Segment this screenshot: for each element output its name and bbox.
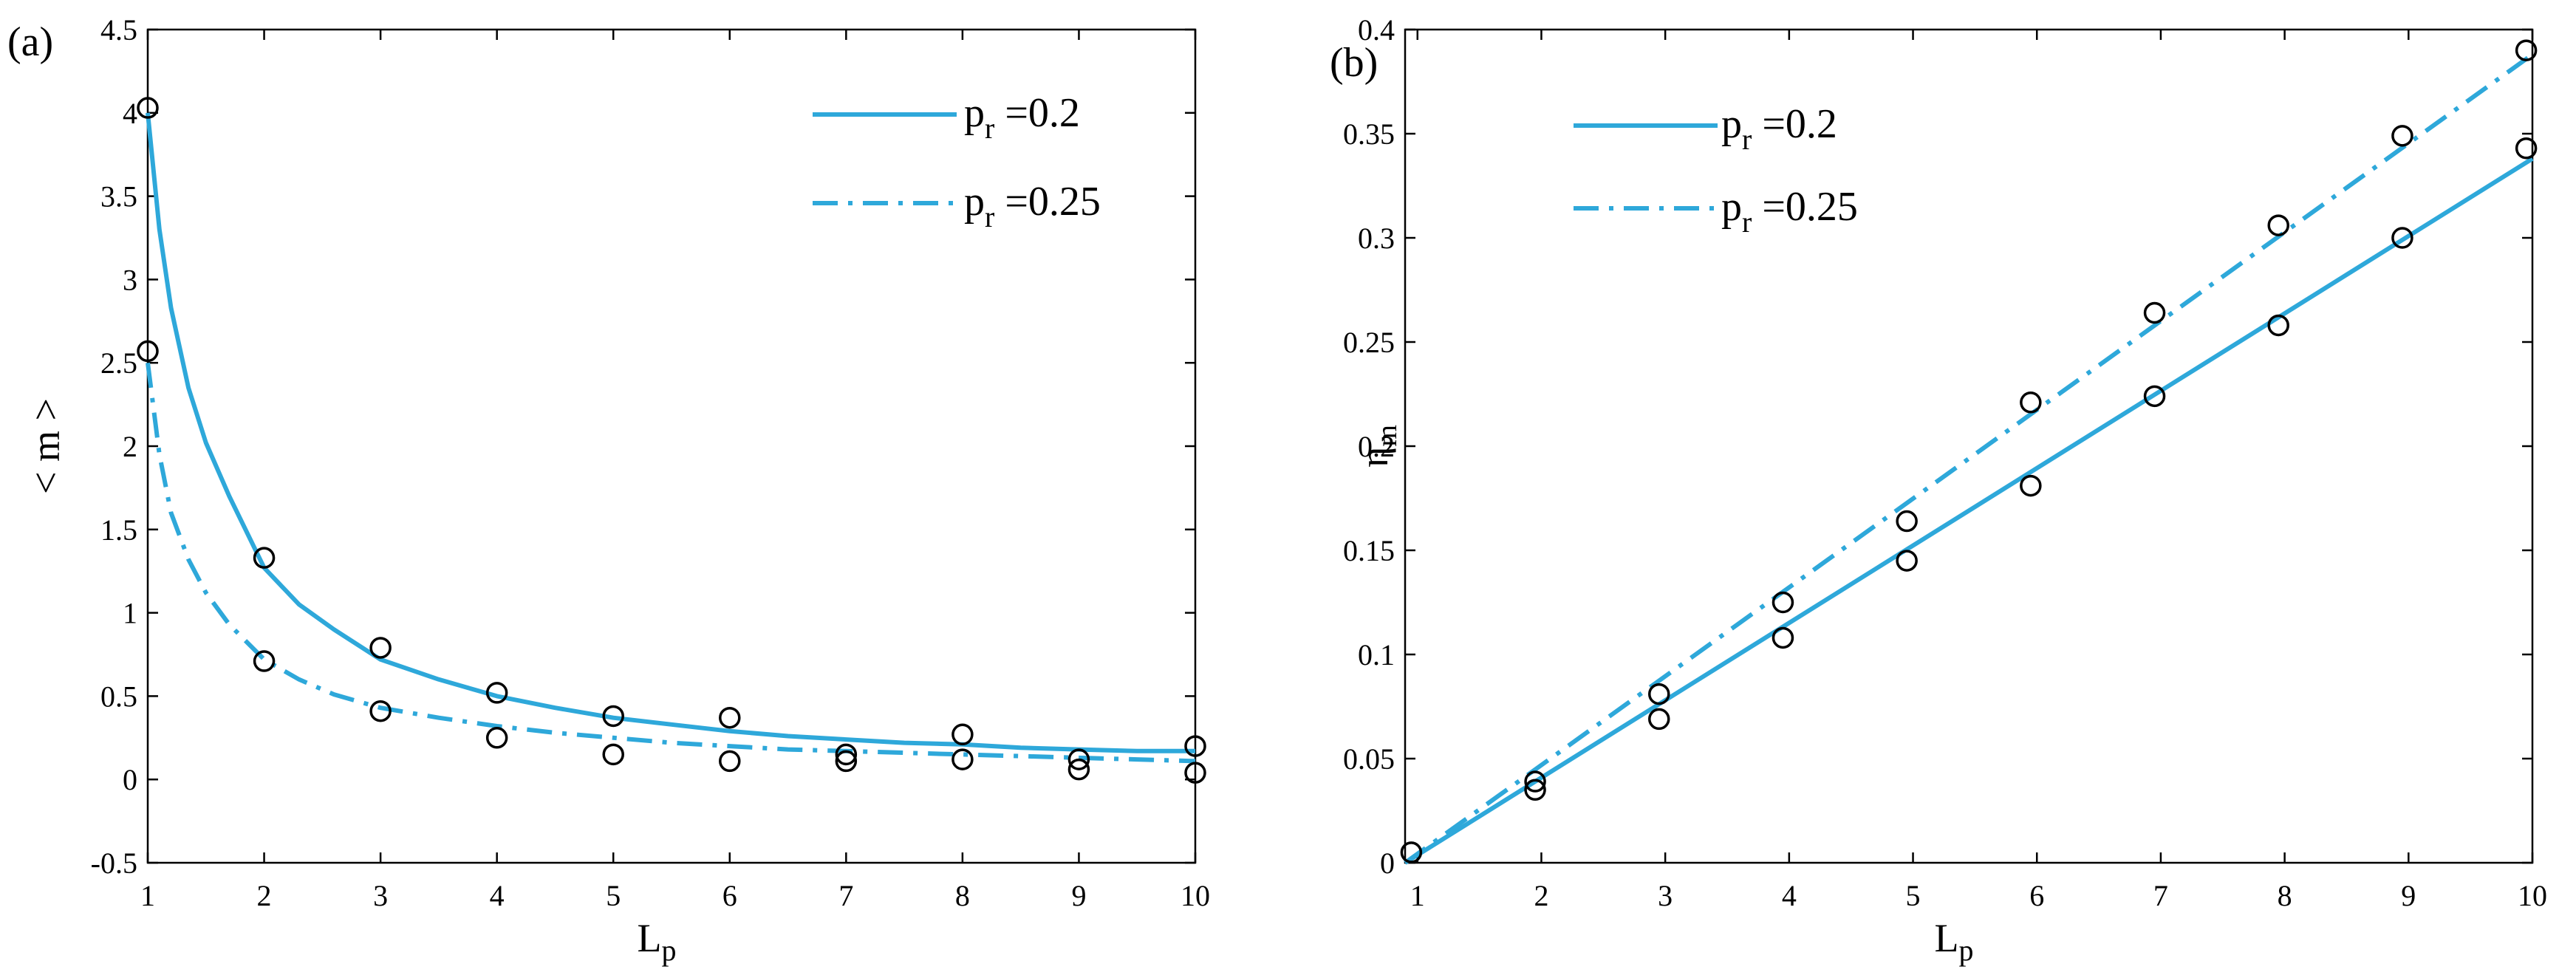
y-tick-label: 0.05	[1343, 742, 1395, 776]
series-line-1	[146, 112, 1195, 753]
panel-b-chart: 1 2 3 4 5 6 7 8 9 10 0 0.05 0.1 0.15 0.2 0.25 0.3 0.35 0.4…	[1330, 13, 2547, 967]
y-tick-label: 0	[123, 763, 137, 796]
data-marker	[719, 750, 741, 773]
x-tick-label: 5	[606, 879, 621, 912]
y-tick-label: 4	[123, 97, 137, 130]
data-marker	[2391, 227, 2413, 249]
y-axis-label: < m >	[24, 398, 68, 494]
data-marker	[835, 750, 858, 773]
data-marker	[485, 727, 508, 749]
x-tick-label: 4	[490, 879, 505, 912]
data-marker	[2020, 474, 2042, 497]
data-marker	[602, 705, 624, 728]
x-tick-label: 5	[1906, 879, 1921, 912]
series-line-2	[146, 362, 1196, 764]
data-marker	[137, 97, 159, 119]
y-tick-label: 0.2	[1358, 430, 1395, 463]
x-tick-label: 9	[2401, 879, 2416, 912]
y-tick-label: 4.5	[100, 13, 137, 47]
data-marker	[2267, 214, 2289, 236]
panel-a-chart: 1 2 3 4 5 6 7 8 9 10 -0.5 0 0.5 1 1.5 2 2.5 3 3.5 4 4.5 pr =0…	[7, 13, 1210, 967]
data-marker	[369, 700, 392, 722]
x-tick-label: 3	[1658, 879, 1673, 912]
plot-frame	[146, 28, 1197, 864]
x-tick-label: 2	[257, 879, 272, 912]
legend-label-2: pr =0.25	[1721, 184, 1858, 239]
x-tick-label: 4	[1782, 879, 1797, 912]
y-tick-label: 0.5	[100, 680, 137, 713]
y-tick-label: 3	[123, 263, 137, 296]
y-tick-label: 0.35	[1343, 117, 1395, 151]
data-marker	[137, 340, 159, 363]
x-tick-label: 2	[1534, 879, 1548, 912]
data-marker	[1772, 626, 1794, 649]
x-tick-label: 8	[955, 879, 970, 912]
y-tick-label: 1.5	[100, 513, 137, 547]
data-marker	[1648, 708, 1670, 731]
x-axis-label: Lp	[638, 916, 677, 967]
data-marker	[835, 743, 858, 766]
data-marker	[485, 682, 508, 704]
data-marker	[1648, 683, 1670, 705]
data-marker	[2143, 301, 2166, 324]
y-tick-label: 0.4	[1358, 13, 1395, 47]
data-marker	[369, 637, 392, 659]
data-marker	[2515, 39, 2538, 61]
data-marker	[1184, 735, 1206, 757]
y-tick-label: 0.3	[1358, 222, 1395, 255]
y-tick-label: 0.1	[1358, 638, 1395, 671]
data-marker	[1400, 841, 1423, 864]
data-marker	[2267, 314, 2289, 337]
x-tick-label: 1	[1410, 879, 1425, 912]
series-line-2	[1404, 52, 2534, 865]
panel-label: (a)	[7, 19, 53, 65]
data-marker	[1067, 748, 1090, 770]
data-marker	[1896, 510, 1918, 533]
data-marker	[1524, 779, 1546, 801]
series-line-1	[1404, 157, 2534, 865]
panel-label: (b)	[1330, 40, 1378, 86]
legend-label-1: pr =0.2	[1721, 101, 1837, 156]
y-tick-label: 0.15	[1343, 534, 1395, 567]
y-tick-label: 0	[1380, 847, 1395, 880]
data-marker	[253, 650, 276, 672]
data-marker	[2391, 125, 2413, 147]
y-tick-label: 3.5	[100, 180, 137, 213]
data-marker	[952, 723, 974, 746]
data-marker	[1772, 591, 1794, 614]
x-tick-label: 8	[2278, 879, 2292, 912]
y-tick-label: -0.5	[91, 847, 137, 880]
data-marker	[952, 748, 974, 770]
legend-label-1: pr =0.2	[964, 90, 1080, 145]
data-marker	[1067, 758, 1090, 781]
data-marker	[253, 547, 276, 569]
x-tick-label: 9	[1071, 879, 1086, 912]
y-tick-label: 1	[123, 597, 137, 630]
data-marker	[2020, 391, 2042, 414]
data-marker	[1524, 770, 1546, 793]
data-marker	[719, 706, 741, 729]
y-tick-label: 2	[123, 430, 137, 463]
x-tick-label: 6	[2029, 879, 2044, 912]
x-axis-label: Lp	[1935, 916, 1974, 967]
y-tick-label: 2.5	[100, 346, 137, 380]
x-tick-label: 3	[373, 879, 388, 912]
data-marker	[2515, 137, 2538, 160]
x-tick-label: 10	[2518, 879, 2547, 912]
y-axis-label: ηm	[1352, 425, 1403, 468]
y-tick-label: 0.25	[1343, 326, 1395, 359]
x-tick-label: 6	[722, 879, 737, 912]
data-marker	[2143, 385, 2166, 408]
x-tick-label: 7	[838, 879, 853, 912]
data-marker	[1184, 762, 1206, 784]
plot-frame	[1404, 28, 2534, 864]
x-tick-label: 1	[140, 879, 155, 912]
data-marker	[1896, 550, 1918, 572]
x-tick-label: 7	[2153, 879, 2168, 912]
legend-label-2: pr =0.25	[964, 179, 1101, 233]
x-tick-label: 10	[1181, 879, 1210, 912]
data-marker	[602, 743, 624, 766]
